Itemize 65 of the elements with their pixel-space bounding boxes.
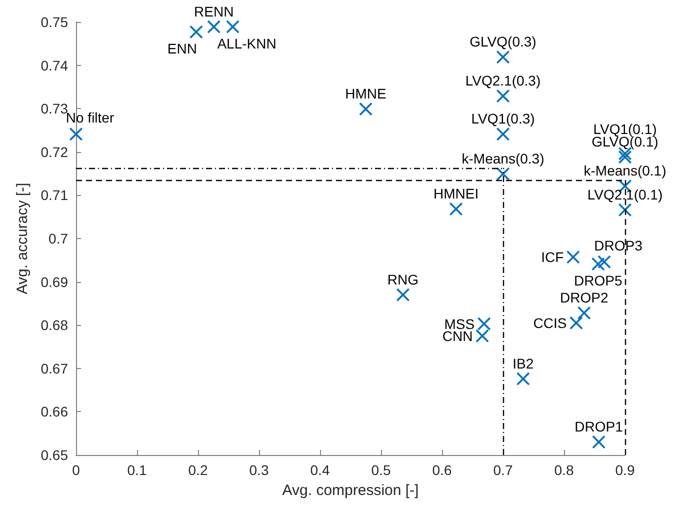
data-label: ICF xyxy=(541,249,564,266)
data-label: MSS xyxy=(444,316,475,332)
data-label: LVQ1(0.3) xyxy=(471,110,535,127)
data-label: k-Means(0.1) xyxy=(584,162,666,179)
x-tick-label: 0.8 xyxy=(554,462,574,478)
point xyxy=(226,20,240,34)
data-label: k-Means(0.3) xyxy=(462,150,544,166)
data-label: CCIS xyxy=(533,314,567,331)
point xyxy=(578,306,591,320)
point xyxy=(450,202,463,216)
y-tick-label: 0.73 xyxy=(40,100,68,117)
data-label: ENN xyxy=(167,40,197,56)
point xyxy=(359,102,372,116)
point xyxy=(618,150,632,164)
data-label: IB2 xyxy=(512,355,534,372)
point xyxy=(496,90,510,103)
point xyxy=(516,372,530,386)
data-label: DROP3 xyxy=(594,237,643,254)
data-label: LVQ2.1(0.3) xyxy=(465,72,541,89)
x-tick-label: 0.5 xyxy=(371,462,391,478)
point xyxy=(592,436,606,449)
y-tick-label: 0.71 xyxy=(40,187,68,204)
data-label: HMNE xyxy=(345,86,386,102)
data-label: RNG xyxy=(387,271,419,288)
data-label: DROP2 xyxy=(560,289,608,306)
y-tick-label: 0.74 xyxy=(40,57,68,74)
data-label: LVQ2.1(0.1) xyxy=(587,186,663,202)
x-tick-label: 0.2 xyxy=(188,462,208,478)
y-tick-label: 0.75 xyxy=(40,14,68,30)
y-tick-label: 0.67 xyxy=(40,360,68,376)
point xyxy=(496,128,510,141)
y-tick-label: 0.68 xyxy=(40,317,68,334)
x-tick-label: 0.9 xyxy=(615,462,635,478)
point xyxy=(592,258,605,271)
point xyxy=(618,203,632,216)
x-axis-title: Avg. compression [-] xyxy=(282,482,419,499)
y-tick-label: 0.72 xyxy=(40,144,68,160)
y-tick-label: 0.66 xyxy=(40,404,68,420)
point xyxy=(496,50,510,64)
x-tick-label: 0.1 xyxy=(127,462,147,478)
point xyxy=(478,317,491,330)
data-label: DROP1 xyxy=(574,418,624,435)
point xyxy=(207,20,220,34)
x-tick-label: 0 xyxy=(72,462,80,478)
point xyxy=(190,25,203,38)
x-tick-label: 0.7 xyxy=(493,462,513,478)
x-tick-label: 0.6 xyxy=(432,462,452,478)
point xyxy=(570,316,583,330)
data-label: GLVQ(0.3) xyxy=(470,34,536,50)
y-axis-title: Avg. accuracy [-] xyxy=(14,182,31,294)
y-tick-label: 0.69 xyxy=(40,274,68,290)
point xyxy=(476,329,489,342)
data-label: DROP5 xyxy=(574,272,622,289)
data-label: HMNEI xyxy=(433,186,479,202)
x-tick-label: 0.3 xyxy=(249,462,269,478)
data-label: LVQ1(0.1) xyxy=(593,121,657,138)
point xyxy=(70,128,82,141)
y-tick-label: 0.65 xyxy=(40,447,68,463)
y-tick-label: 0.7 xyxy=(48,230,68,246)
x-tick-label: 0.4 xyxy=(310,462,330,478)
data-label: RENN xyxy=(194,3,234,20)
point xyxy=(396,288,410,302)
point xyxy=(566,250,580,264)
data-label: ALL-KNN xyxy=(217,35,276,52)
point xyxy=(496,167,510,180)
